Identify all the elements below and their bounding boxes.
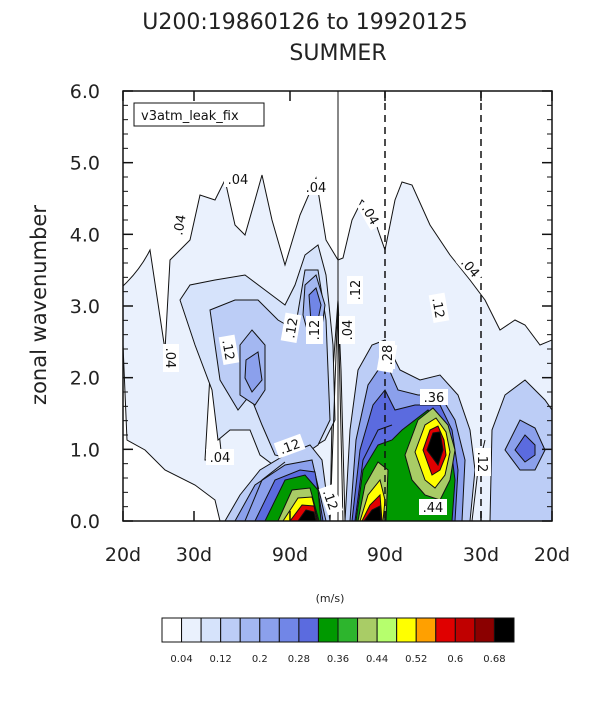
colorbar-swatch — [435, 617, 456, 643]
contour-region-020-a — [244, 351, 263, 393]
y-tick-label: 5.0 — [70, 153, 100, 175]
x-tick-label: 30d — [463, 544, 499, 566]
contour-label-text: .12 — [218, 339, 236, 362]
colorbar-swatch — [454, 617, 476, 643]
contour-label: .04 — [206, 449, 234, 466]
contour-line-2 — [244, 461, 286, 521]
y-tick-label: 4.0 — [70, 224, 100, 246]
contour-label-text: .12 — [428, 297, 446, 320]
x-tick-label: 90d — [367, 544, 403, 566]
y-axis: 0.0 1.0 2.0 3.0 4.0 5.0 6.0 — [70, 81, 552, 533]
annotation-text: v3atm_leak_fix — [141, 109, 239, 124]
contour-label-text: .04 — [306, 181, 327, 196]
x-tick-label: 90d — [272, 544, 308, 566]
contour-label-text: .12 — [283, 317, 301, 340]
contour-label: .04 — [162, 344, 179, 372]
contour-label-text: .12 — [308, 320, 323, 341]
colorbar-label: 0.44 — [366, 654, 388, 665]
contour-label: .12 — [428, 292, 450, 324]
contour-label: .12 — [273, 433, 306, 459]
colorbar-label: 0.12 — [210, 654, 232, 665]
contour-label: .12 — [474, 448, 491, 476]
contour-label-text: .36 — [424, 391, 445, 406]
contour-label: .12 — [318, 483, 344, 516]
colorbar-label: 0.68 — [483, 654, 505, 665]
colorbar-swatch — [376, 617, 398, 643]
annotation-box: v3atm_leak_fix — [133, 102, 265, 127]
y-tick-label: 3.0 — [70, 296, 100, 318]
y-tick-label: 1.0 — [70, 439, 100, 461]
contour-label: .04 — [168, 209, 190, 241]
contour-label: .12 — [306, 316, 323, 344]
contour-region-right-peak-068 — [426, 431, 444, 467]
y-axis-label: zonal wavenumber — [27, 205, 51, 405]
contour-label: .04 — [302, 179, 330, 196]
x-tick-label: 30d — [176, 544, 212, 566]
colorbar-swatch — [474, 617, 495, 643]
contour-region-left-bottom-068 — [297, 509, 317, 521]
contour-region-far-right-028 — [514, 434, 536, 463]
colorbar-swatch — [337, 617, 359, 643]
contour-label-text: .04 — [162, 348, 177, 369]
contour-label: .04 — [339, 316, 356, 344]
colorbar-swatch — [396, 617, 417, 643]
contour-label: .12 — [280, 312, 302, 344]
colorbar-swatch — [357, 617, 378, 643]
colorbar-swatch — [278, 617, 300, 643]
contour-label: .36 — [420, 389, 448, 406]
contour-label-text: .12 — [278, 437, 303, 458]
colorbar-swatch — [298, 617, 319, 643]
contour-labels: .04.04.04.04.04.04.04.04.04.12.12.12.12.… — [162, 171, 491, 516]
colorbar-label: 0.2 — [252, 654, 268, 665]
contour-label: .28 — [379, 341, 396, 369]
contour-label-text: .04 — [341, 320, 356, 341]
colorbar: 0.04 0.12 0.2 0.28 0.36 0.44 0.52 0.6 0.68 — [161, 617, 515, 665]
contour-label-text: .44 — [423, 501, 444, 516]
units-label: (m/s) — [316, 592, 345, 605]
contour-label: .44 — [419, 499, 447, 516]
colorbar-swatch — [493, 617, 515, 643]
colorbar-swatch — [161, 617, 183, 643]
colorbar-swatch — [317, 617, 339, 643]
colorbar-swatch — [415, 617, 437, 643]
colorbar-label: 0.52 — [405, 654, 427, 665]
chart-subtitle: SUMMER — [289, 41, 386, 66]
contour-label-text: .12 — [319, 488, 340, 513]
contour-label-text: .12 — [474, 452, 489, 473]
contour-label: .12 — [347, 276, 364, 304]
colorbar-swatch — [200, 617, 222, 643]
x-tick-label: 20d — [105, 544, 141, 566]
contour-hole-bottom-left — [123, 344, 221, 521]
colorbar-label: 0.6 — [447, 654, 463, 665]
contour-label-text: .04 — [228, 173, 249, 188]
colorbar-label: 0.28 — [288, 654, 310, 665]
contour-label-text: .12 — [349, 280, 364, 301]
colorbar-swatch — [259, 617, 280, 643]
chart-title: U200:19860126 to 19920125 — [142, 10, 468, 35]
y-tick-label: 6.0 — [70, 81, 100, 103]
colorbar-swatch — [220, 617, 241, 643]
contour-label-text: .04 — [171, 214, 189, 237]
y-tick-label: 0.0 — [70, 511, 100, 533]
colorbar-label: 0.36 — [327, 654, 349, 665]
y-tick-label: 2.0 — [70, 368, 100, 390]
colorbar-swatch — [181, 617, 202, 643]
contour-region-right-068 — [363, 505, 382, 521]
contour-label-text: .28 — [381, 345, 396, 366]
contour-label-text: .04 — [210, 451, 231, 466]
colorbar-swatch — [239, 617, 261, 643]
colorbar-label: 0.04 — [170, 654, 192, 665]
contour-label: .12 — [218, 334, 240, 366]
x-tick-label: 20d — [534, 544, 570, 566]
contour-label: .04 — [224, 171, 252, 188]
x-axis: 20d 30d 90d 90d 30d 20d — [105, 91, 570, 566]
